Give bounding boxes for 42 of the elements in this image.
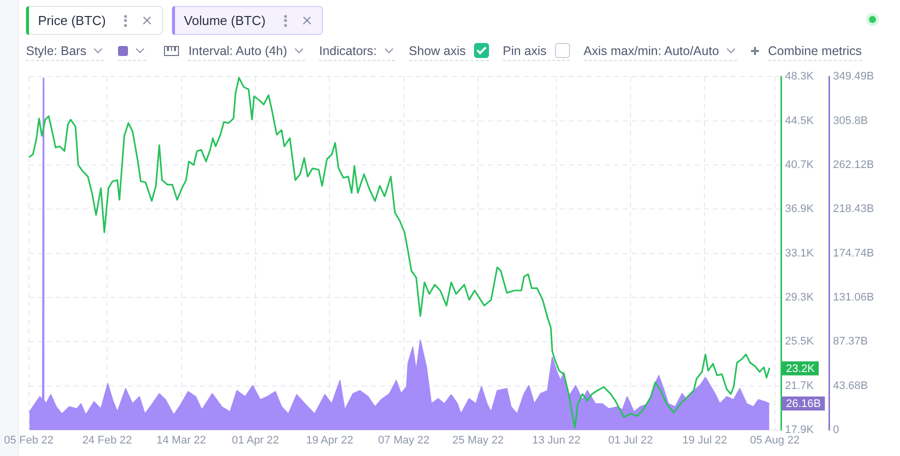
text: Style: Bars (26, 44, 86, 58)
y-tick-label: 36.9K (785, 203, 814, 216)
legend-label: Volume (BTC) (184, 13, 266, 28)
y-tick-label: 33.1K (785, 247, 814, 260)
y2-tick-label: 131.06B (833, 292, 874, 304)
x-tick-label: 19 Jul 22 (682, 434, 728, 447)
tab: Price (BTC) (26, 6, 163, 35)
y2-tick-label: 0 (833, 424, 840, 436)
data-label: 23.2K (786, 362, 816, 375)
y2-tick-label: 218.43B (833, 203, 874, 216)
legend-label: Price (BTC) (38, 13, 106, 28)
y2-tick-label: 305.8B (833, 114, 868, 127)
y-tick-label: 44.5K (785, 114, 814, 127)
y2-tick-label: 43.68B (833, 380, 868, 392)
y2-tick-label: 174.74B (833, 247, 874, 260)
text: Interval: Auto (4h) (188, 44, 288, 58)
y-tick-label: 29.3K (785, 292, 814, 304)
y-tick-label: 17.9K (785, 424, 814, 436)
text: Axis max/min: Auto/Auto (584, 44, 720, 58)
x-tick-label: 24 Feb 22 (82, 434, 132, 447)
data-label: 26.16B (786, 398, 821, 410)
x-tick-label: 14 Mar 22 (156, 434, 206, 447)
x-tick-label: 25 May 22 (452, 434, 504, 447)
x-tick-label: 19 Apr 22 (306, 434, 354, 447)
x-tick-label: 05 Aug 22 (750, 434, 800, 447)
y-tick-label: 48.3K (785, 70, 814, 83)
y2-tick-label: 87.37B (833, 336, 868, 348)
y2-tick-label: 262.12B (833, 158, 874, 171)
y2-tick-label: 349.49B (833, 70, 874, 83)
x-tick-label: 13 Jun 22 (532, 434, 581, 447)
text: Pin axis (502, 44, 547, 58)
y-tick-label: 21.7K (785, 380, 814, 392)
text: Indicators: (319, 44, 377, 58)
x-tick-label: 07 May 22 (378, 434, 430, 447)
y-tick-label: 25.5K (785, 336, 814, 348)
x-tick-label: 05 Feb 22 (4, 434, 54, 447)
text: Combine metrics (768, 44, 862, 58)
text: Show axis (408, 44, 466, 58)
x-tick-label: 01 Jul 22 (608, 434, 653, 447)
x-tick-label: 01 Apr 22 (232, 434, 280, 447)
tab: Volume (BTC) (172, 6, 323, 35)
y-tick-label: 40.7K (785, 158, 814, 171)
